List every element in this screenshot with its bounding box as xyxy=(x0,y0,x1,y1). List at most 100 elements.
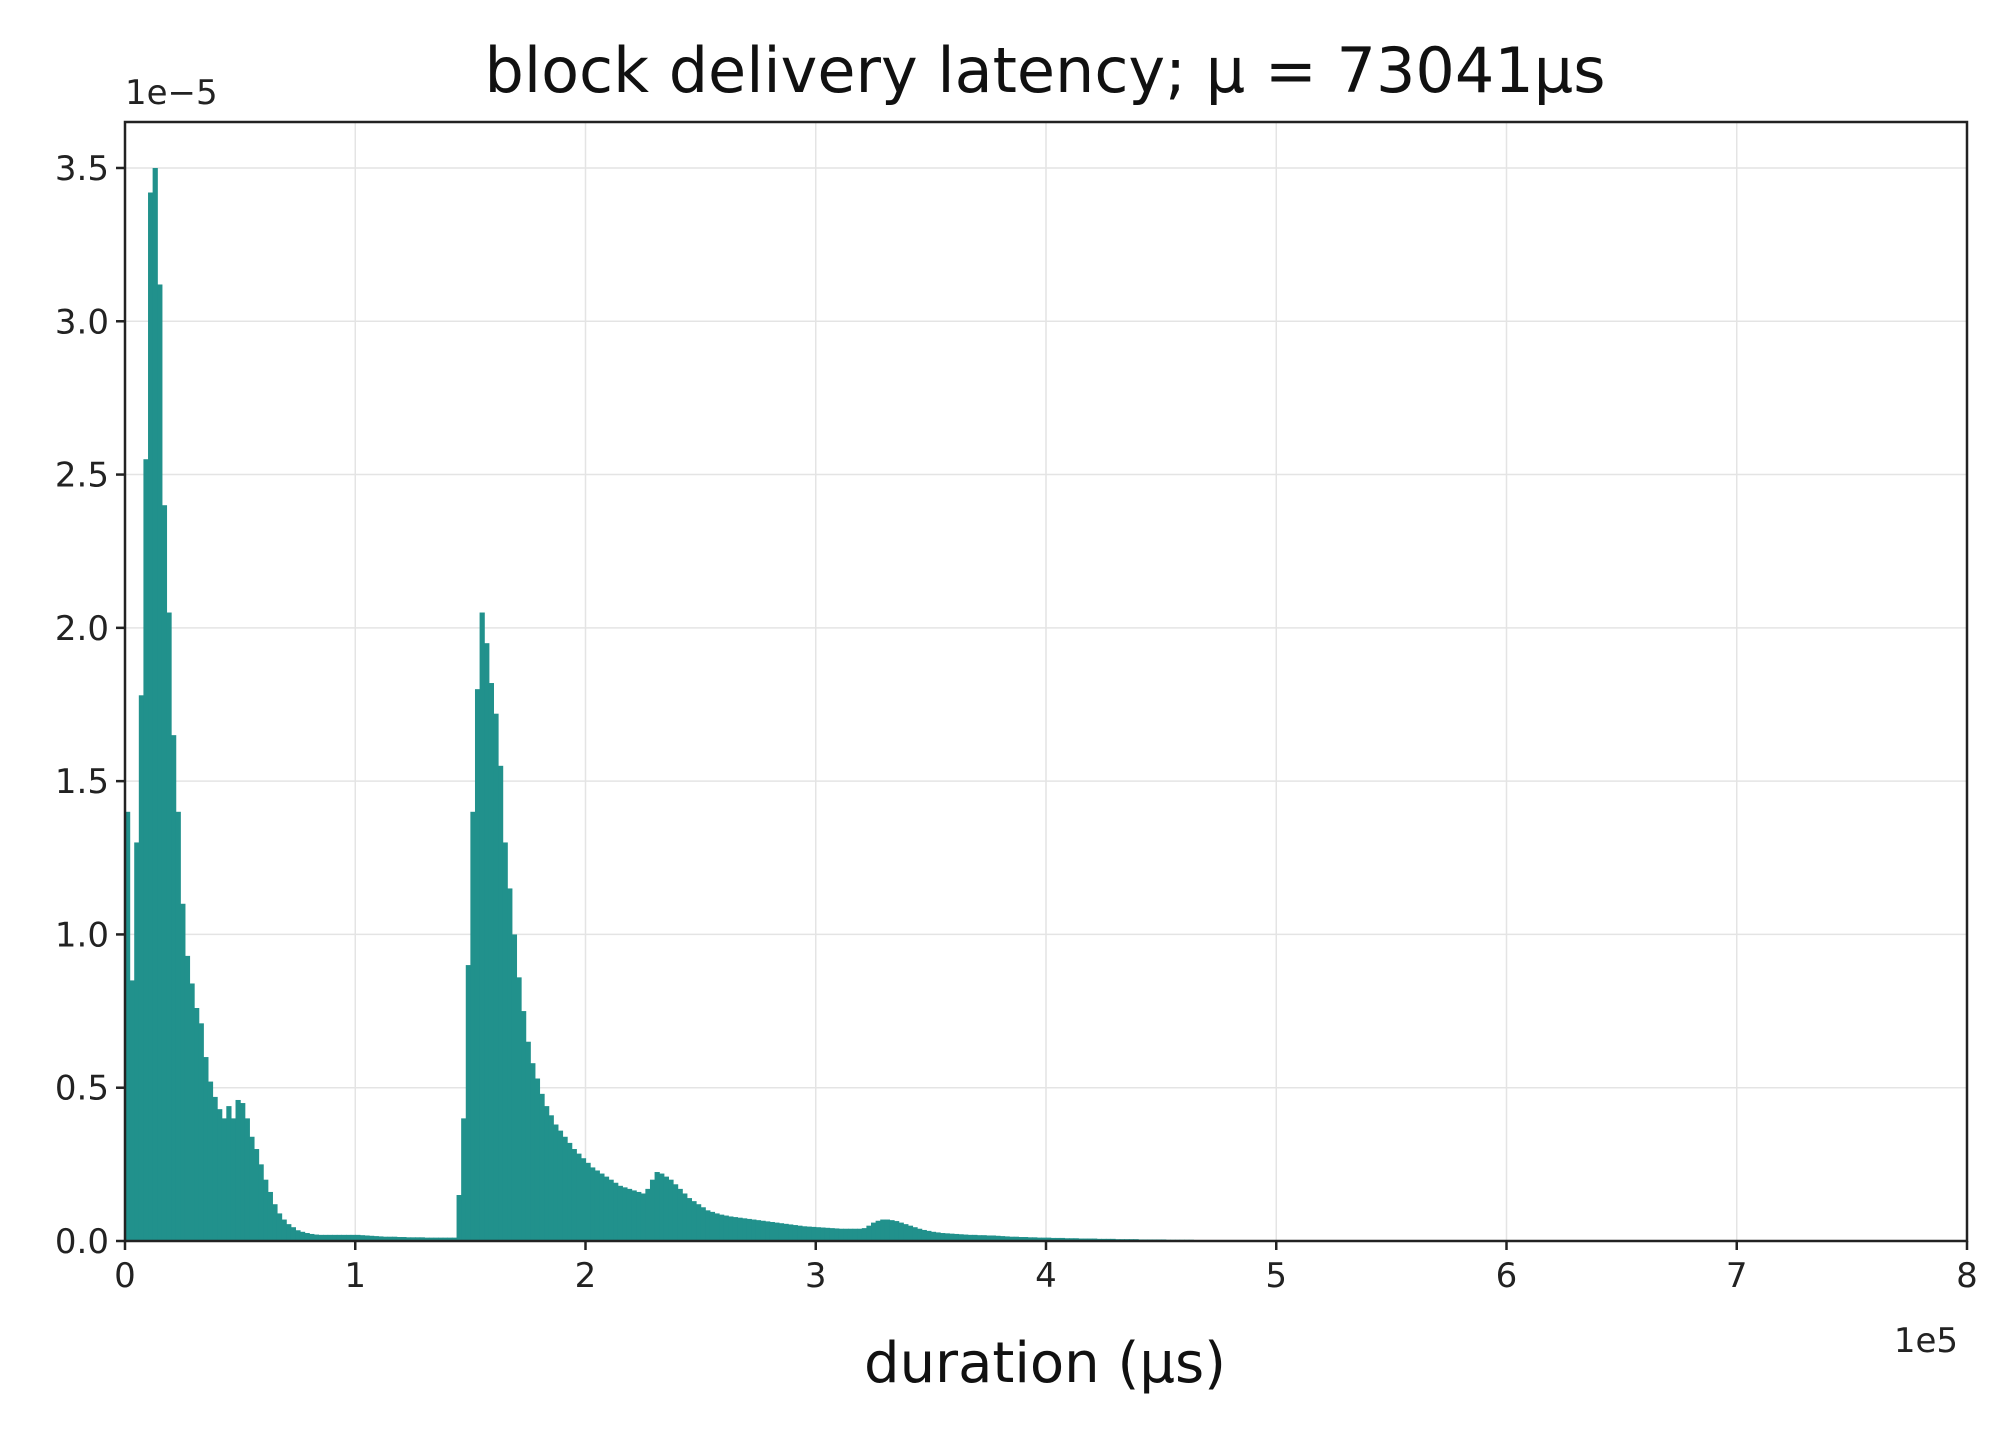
histogram-bar xyxy=(691,1201,697,1241)
histogram-bar xyxy=(1064,1238,1070,1241)
histogram-bar xyxy=(309,1233,315,1241)
histogram-bar xyxy=(746,1218,752,1241)
histogram-bar xyxy=(249,1136,255,1241)
histogram-bar xyxy=(663,1176,669,1241)
histogram-bar xyxy=(341,1234,347,1241)
histogram-bar xyxy=(580,1158,587,1241)
histogram-bar xyxy=(207,1081,214,1241)
histogram-bar xyxy=(976,1235,983,1241)
histogram-bar xyxy=(944,1233,950,1241)
histogram-bar xyxy=(843,1228,849,1241)
histogram-bar xyxy=(180,903,186,1241)
histogram-bar xyxy=(824,1227,831,1241)
histogram-bar xyxy=(350,1234,356,1241)
histogram-bar xyxy=(253,1149,260,1241)
histogram-bar xyxy=(157,284,163,1241)
histogram-bar xyxy=(820,1227,826,1241)
histogram-bar xyxy=(903,1224,909,1241)
histogram-bar xyxy=(1027,1237,1033,1241)
histogram-bar xyxy=(359,1235,366,1241)
histogram-bar xyxy=(838,1228,844,1241)
histogram-bar xyxy=(134,842,140,1241)
histogram-bar xyxy=(221,1118,227,1241)
histogram-bar xyxy=(332,1234,338,1241)
histogram-bar xyxy=(396,1237,402,1241)
histogram-bar xyxy=(608,1179,614,1241)
histogram-bar xyxy=(668,1179,674,1241)
histogram-bar xyxy=(990,1235,996,1241)
histogram-bar xyxy=(295,1230,301,1241)
x-axis-ticks: 0 1 2 3 4 5 6 7 8 xyxy=(114,1241,1978,1296)
histogram-bar xyxy=(521,1011,527,1241)
histogram-bar xyxy=(1018,1237,1024,1241)
histogram-bar xyxy=(304,1233,310,1241)
histogram-bar xyxy=(815,1227,821,1241)
histogram-bar xyxy=(516,977,522,1241)
histogram-bar xyxy=(534,1078,541,1241)
histogram-bar xyxy=(318,1234,324,1241)
histogram-bar xyxy=(502,842,508,1241)
histogram-bar xyxy=(696,1204,702,1241)
histogram-bar xyxy=(198,1023,204,1241)
histogram-bar xyxy=(1073,1238,1079,1241)
histogram-bar xyxy=(829,1228,835,1241)
x-axis-label: duration (μs) xyxy=(864,1331,1226,1396)
histogram-bar xyxy=(498,765,504,1241)
histogram-bar xyxy=(336,1234,343,1241)
histogram-bar xyxy=(880,1219,886,1241)
y-tick-label: 0.0 xyxy=(55,1222,109,1262)
histogram-bar xyxy=(986,1235,992,1241)
histogram-bar xyxy=(557,1130,564,1241)
histogram-bar xyxy=(760,1220,766,1241)
histogram-bar xyxy=(346,1234,352,1241)
histogram-bar xyxy=(258,1164,264,1241)
histogram-bar xyxy=(926,1230,932,1241)
histogram-bar xyxy=(410,1237,416,1241)
histogram-bar xyxy=(544,1106,550,1241)
histogram-bar xyxy=(590,1167,596,1241)
histogram-bar xyxy=(433,1237,439,1241)
histogram-bar xyxy=(203,1057,209,1241)
histogram-bar xyxy=(240,1103,246,1241)
histogram-bar xyxy=(1050,1237,1056,1241)
histogram-bar xyxy=(963,1234,969,1241)
histogram-bar xyxy=(709,1211,716,1241)
histogram-bar xyxy=(194,1008,200,1241)
histogram-bar xyxy=(917,1228,923,1241)
x-tick-label: 3 xyxy=(805,1256,827,1296)
histogram-bar xyxy=(847,1228,854,1241)
histogram-bar xyxy=(479,612,485,1241)
histogram-bar xyxy=(539,1093,545,1241)
histogram-bar xyxy=(272,1204,278,1241)
histogram-bar xyxy=(585,1162,591,1241)
histogram-bars xyxy=(125,167,1277,1241)
histogram-bar xyxy=(189,983,195,1241)
histogram-bar xyxy=(788,1224,794,1241)
histogram-bar xyxy=(484,643,490,1241)
histogram-bar xyxy=(995,1235,1001,1241)
histogram-bar xyxy=(1041,1237,1047,1241)
histogram-bar xyxy=(857,1228,863,1241)
histogram-bar xyxy=(640,1193,646,1241)
histogram-bar xyxy=(290,1227,296,1241)
histogram-bar xyxy=(571,1149,577,1241)
histogram-bar xyxy=(470,811,476,1241)
histogram-bar xyxy=(852,1228,858,1241)
histogram-bar xyxy=(649,1179,656,1241)
histogram-bar xyxy=(1055,1237,1061,1241)
chart-title: block delivery latency; μ = 73041μs xyxy=(484,34,1605,107)
histogram-bar xyxy=(755,1220,762,1241)
y-tick-label: 2.0 xyxy=(55,609,109,649)
histogram-bar xyxy=(940,1233,946,1241)
histogram-bar xyxy=(567,1142,573,1241)
histogram-bar xyxy=(465,965,471,1241)
histogram-bar xyxy=(1059,1237,1066,1241)
histogram-bar xyxy=(783,1223,789,1241)
histogram-bar xyxy=(1036,1237,1042,1241)
histogram-bar xyxy=(732,1217,739,1241)
y-axis-offset-label: 1e−5 xyxy=(125,73,218,113)
histogram-bar xyxy=(364,1235,370,1241)
histogram-bar xyxy=(622,1187,628,1241)
histogram-bar xyxy=(981,1235,987,1241)
histogram-bar xyxy=(161,505,168,1241)
